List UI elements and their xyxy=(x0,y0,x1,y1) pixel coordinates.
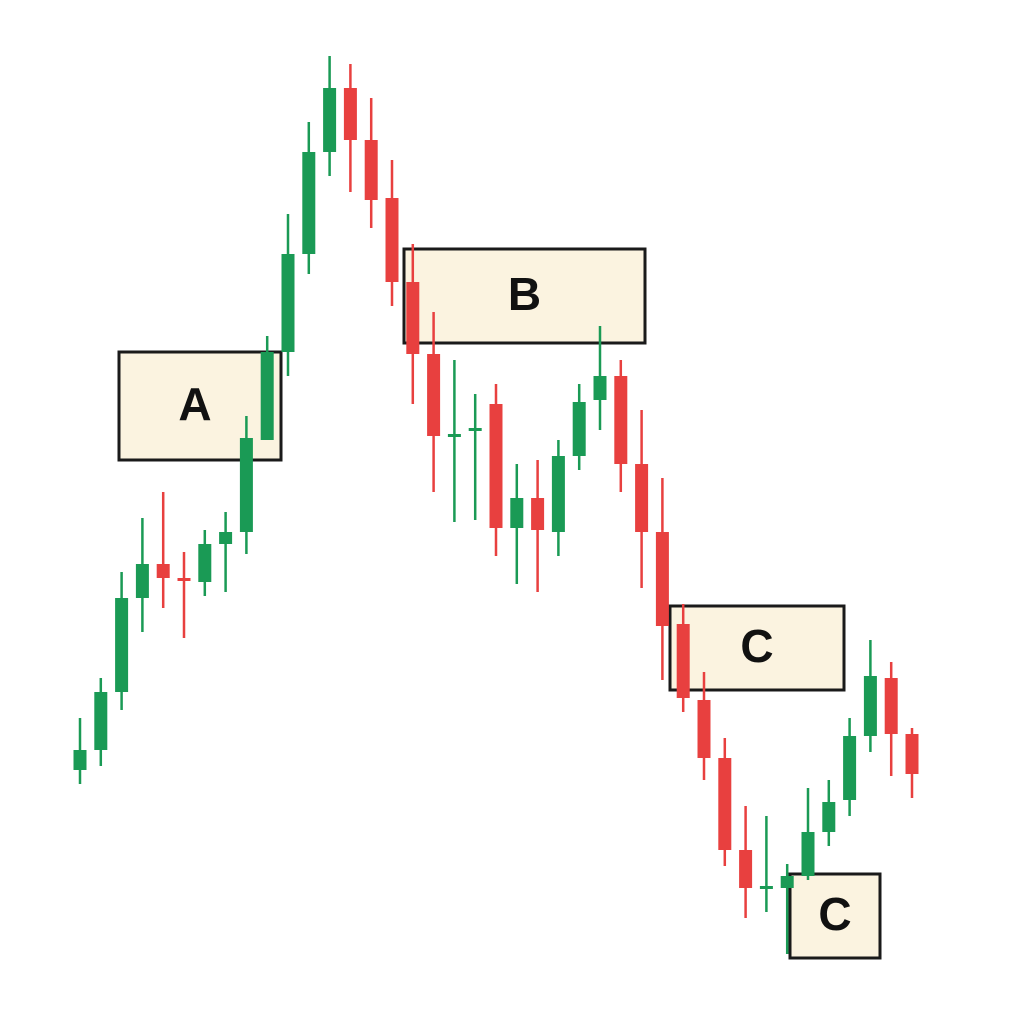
candle-body xyxy=(219,532,233,544)
candle-body xyxy=(510,498,524,528)
candle-body xyxy=(614,376,628,464)
candle-body xyxy=(177,578,191,581)
candle-body xyxy=(801,832,815,876)
candle-body xyxy=(323,88,337,152)
candle-body xyxy=(239,438,253,532)
candle-body xyxy=(822,802,836,832)
candle-body xyxy=(905,734,919,774)
candle-body xyxy=(676,624,690,698)
candle-body xyxy=(135,564,149,598)
candle-body xyxy=(385,198,399,282)
candle-body xyxy=(635,464,649,532)
candle-body xyxy=(863,676,877,736)
candle-body xyxy=(489,404,503,528)
annotation-box xyxy=(117,350,283,462)
candle-body xyxy=(260,352,274,440)
candle-body xyxy=(468,428,482,431)
candle-body xyxy=(302,152,316,254)
annotation-box xyxy=(668,604,846,692)
candle-body xyxy=(780,876,794,888)
annotation-label: C xyxy=(818,888,851,940)
candle-body xyxy=(281,254,295,352)
candle-body xyxy=(343,88,357,140)
candle-body xyxy=(364,140,378,200)
candle-body xyxy=(406,282,420,354)
candle-body xyxy=(739,850,753,888)
candle-body xyxy=(551,456,565,532)
candle-body xyxy=(884,678,898,734)
candle-body xyxy=(572,402,586,456)
candle-body xyxy=(198,544,212,582)
candle-body xyxy=(697,700,711,758)
candle-body xyxy=(427,354,441,436)
candle-body xyxy=(94,692,108,750)
candle-body xyxy=(593,376,607,400)
candle-body xyxy=(115,598,129,692)
candle-body xyxy=(73,750,87,770)
candle-body xyxy=(156,564,170,578)
candle-body xyxy=(447,434,461,437)
candle-body xyxy=(843,736,857,800)
candle-body xyxy=(759,886,773,889)
annotation-layer: A B C C xyxy=(117,247,882,960)
annotation-label: B xyxy=(508,268,541,320)
annotation-box xyxy=(788,872,882,960)
annotation-label: C xyxy=(740,620,773,672)
candle-body xyxy=(718,758,732,850)
annotation-label: A xyxy=(178,378,211,430)
candle-body xyxy=(655,532,669,626)
annotation-box xyxy=(402,247,647,345)
candle-body xyxy=(531,498,545,530)
